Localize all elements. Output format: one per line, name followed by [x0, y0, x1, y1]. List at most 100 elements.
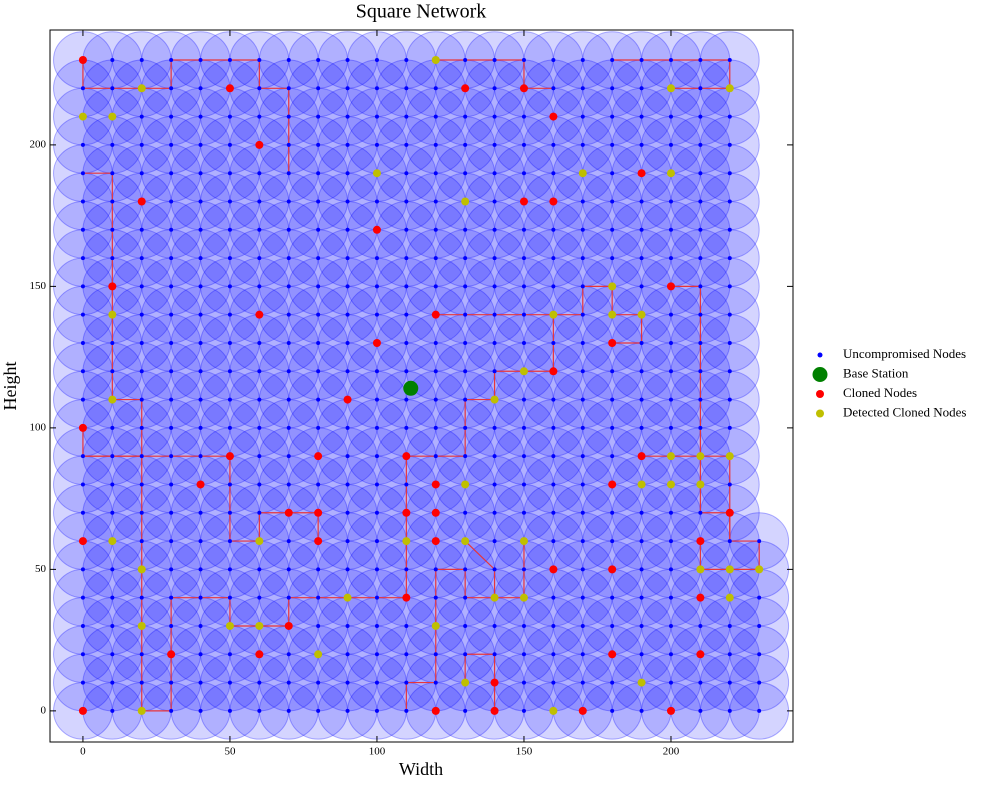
node-point — [463, 369, 468, 374]
node-point — [666, 480, 675, 489]
node-point — [169, 284, 174, 289]
y-tick-label: 150 — [30, 280, 47, 292]
node-point — [463, 708, 468, 713]
node-point — [696, 537, 705, 546]
node-point — [404, 708, 409, 713]
node-point — [110, 680, 115, 685]
node-point — [639, 114, 644, 119]
node-point — [169, 595, 174, 600]
node-point — [580, 425, 585, 430]
node-point — [549, 310, 558, 319]
node-point — [698, 256, 703, 261]
node-point — [139, 539, 144, 544]
node-point — [521, 284, 526, 289]
node-point — [668, 312, 673, 317]
node-point — [314, 537, 323, 546]
node-point — [110, 57, 115, 62]
node-point — [610, 227, 615, 232]
node-point — [727, 142, 732, 147]
node-point — [227, 256, 232, 261]
node-point — [580, 567, 585, 572]
node-point — [610, 57, 615, 62]
node-point — [286, 369, 291, 374]
node-point — [698, 369, 703, 374]
node-point — [757, 539, 762, 544]
node-point — [490, 678, 499, 687]
node-point — [727, 708, 732, 713]
node-point — [198, 539, 203, 544]
node-point — [139, 454, 144, 459]
node-point — [580, 482, 585, 487]
node-point — [431, 310, 440, 319]
node-point — [343, 395, 352, 404]
route — [82, 59, 290, 174]
node-point — [696, 480, 705, 489]
node-point — [345, 454, 350, 459]
node-point — [227, 199, 232, 204]
node-point — [698, 510, 703, 515]
node-point — [727, 57, 732, 62]
node-point — [698, 425, 703, 430]
node-point — [198, 57, 203, 62]
node-point — [668, 680, 673, 685]
node-point — [757, 680, 762, 685]
node-point — [255, 621, 264, 630]
node-point — [169, 539, 174, 544]
legend-label: Detected Cloned Nodes — [843, 404, 966, 419]
node-point — [431, 706, 440, 715]
node-point — [257, 86, 262, 91]
node-point — [316, 623, 321, 628]
node-point — [286, 256, 291, 261]
node-point — [316, 369, 321, 374]
node-point — [139, 227, 144, 232]
node-point — [668, 425, 673, 430]
node-point — [521, 482, 526, 487]
node-point — [727, 114, 732, 119]
node-point — [492, 114, 497, 119]
node-point — [639, 142, 644, 147]
node-point — [139, 510, 144, 515]
node-point — [698, 114, 703, 119]
node-point — [286, 114, 291, 119]
node-point — [139, 397, 144, 402]
node-point — [316, 425, 321, 430]
node-point — [110, 454, 115, 459]
node-point — [80, 510, 85, 515]
node-point — [343, 593, 352, 602]
node-point — [374, 454, 379, 459]
node-point — [404, 623, 409, 628]
node-point — [463, 397, 468, 402]
node-point — [198, 114, 203, 119]
node-point — [608, 310, 617, 319]
node-point — [698, 397, 703, 402]
x-tick-label: 150 — [516, 746, 533, 758]
node-point — [580, 652, 585, 657]
node-point — [492, 142, 497, 147]
node-point — [668, 595, 673, 600]
node-point — [492, 510, 497, 515]
node-point — [431, 508, 440, 517]
node-point — [696, 650, 705, 659]
node-point — [608, 480, 617, 489]
node-point — [227, 595, 232, 600]
node-point — [727, 340, 732, 345]
node-point — [404, 312, 409, 317]
node-point — [610, 623, 615, 628]
node-point — [316, 199, 321, 204]
node-point — [490, 395, 499, 404]
node-point — [463, 510, 468, 515]
node-point — [257, 340, 262, 345]
node-point — [404, 369, 409, 374]
node-point — [463, 57, 468, 62]
node-point — [519, 593, 528, 602]
node-point — [580, 86, 585, 91]
node-point — [286, 539, 291, 544]
node-point — [345, 256, 350, 261]
node-point — [610, 142, 615, 147]
node-point — [169, 623, 174, 628]
node-point — [345, 510, 350, 515]
node-point — [727, 397, 732, 402]
node-point — [521, 397, 526, 402]
node-point — [286, 199, 291, 204]
node-point — [404, 86, 409, 91]
